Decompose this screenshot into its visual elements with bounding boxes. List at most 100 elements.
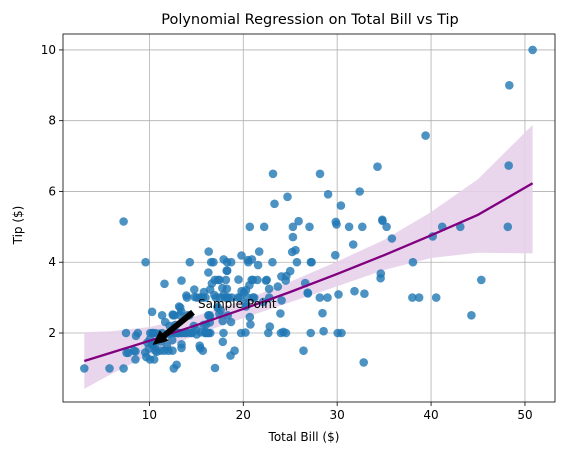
data-point (190, 285, 199, 294)
data-point (287, 247, 297, 257)
annotation-text: Sample Point (198, 297, 277, 311)
data-point (145, 355, 155, 364)
data-point (205, 285, 215, 294)
data-point (288, 232, 298, 242)
data-point (247, 275, 256, 285)
y-tick-label: 2 (48, 326, 56, 340)
data-point (477, 275, 486, 285)
x-axis-label: Total Bill ($) (268, 430, 340, 444)
data-point (504, 161, 513, 170)
data-point (204, 268, 213, 277)
data-point (276, 328, 286, 338)
data-point (414, 293, 424, 302)
data-point (215, 275, 224, 285)
data-point (80, 364, 89, 373)
data-point (378, 216, 387, 226)
data-point (177, 343, 186, 353)
data-point (268, 169, 278, 179)
x-tick-label: 40 (423, 408, 438, 422)
data-point (334, 290, 343, 299)
data-point (281, 276, 291, 285)
data-point (306, 328, 316, 338)
data-point (185, 257, 195, 267)
data-point (336, 201, 346, 210)
data-point (226, 257, 236, 267)
data-point (119, 364, 128, 373)
data-point (198, 346, 208, 356)
data-point (243, 293, 252, 302)
data-point (431, 293, 441, 302)
data-point (141, 257, 150, 267)
data-point (307, 257, 316, 267)
x-tick-label: 50 (517, 408, 532, 422)
data-point (233, 293, 243, 302)
data-point (236, 328, 246, 338)
data-point (294, 216, 303, 226)
y-axis-label: Tip ($) (11, 206, 25, 246)
data-point (273, 282, 283, 291)
data-point (119, 217, 128, 226)
data-point (213, 302, 222, 312)
data-point (333, 328, 343, 338)
data-point (226, 351, 235, 360)
data-point (215, 293, 225, 302)
data-point (276, 309, 285, 318)
data-point (315, 169, 325, 179)
plot-frame (62, 33, 556, 403)
data-point (218, 337, 228, 347)
data-point (234, 275, 243, 284)
y-tick-label: 10 (41, 43, 56, 57)
data-point (264, 328, 273, 338)
data-point (204, 247, 213, 256)
data-point (245, 222, 255, 232)
data-point (348, 240, 358, 249)
x-tick-label: 30 (330, 408, 345, 422)
data-point (160, 346, 169, 356)
data-point (177, 276, 186, 285)
data-point (222, 266, 231, 276)
data-point (331, 217, 341, 227)
data-point (299, 346, 308, 356)
data-point (344, 222, 354, 232)
x-tick-label: 20 (236, 408, 251, 422)
data-point (105, 364, 114, 373)
data-point (131, 355, 140, 364)
data-point (210, 363, 220, 373)
data-point (376, 269, 386, 278)
data-point (505, 81, 514, 90)
data-point (408, 293, 417, 302)
fit-line-layer (83, 182, 534, 363)
data-point (187, 328, 196, 338)
data-point (131, 331, 141, 341)
data-point (123, 348, 133, 358)
data-point (331, 250, 340, 260)
data-point (169, 364, 179, 373)
annotation-layer: Sample Point (152, 297, 277, 345)
data-point (244, 257, 253, 267)
annotation-arrow (152, 309, 195, 345)
data-point (358, 222, 367, 232)
axes: 10 20 30 40 50 2 4 6 8 10 (41, 33, 556, 422)
data-point (359, 358, 369, 367)
data-point (528, 45, 537, 55)
data-point (147, 307, 157, 317)
data-point (261, 276, 271, 285)
data-point (408, 257, 418, 267)
scatter-points (80, 45, 537, 373)
y-tick-label: 8 (48, 114, 56, 128)
data-point (246, 320, 255, 329)
data-point (167, 335, 177, 345)
data-point (152, 347, 161, 357)
data-point (360, 289, 369, 299)
data-point (319, 326, 328, 336)
regression-line (83, 182, 534, 363)
data-point (264, 284, 274, 294)
data-point (387, 234, 397, 243)
data-point (373, 162, 382, 171)
data-point (503, 222, 513, 232)
data-point (204, 311, 213, 320)
data-point (226, 317, 236, 327)
data-point (268, 257, 277, 267)
y-tick-label: 4 (48, 255, 56, 269)
